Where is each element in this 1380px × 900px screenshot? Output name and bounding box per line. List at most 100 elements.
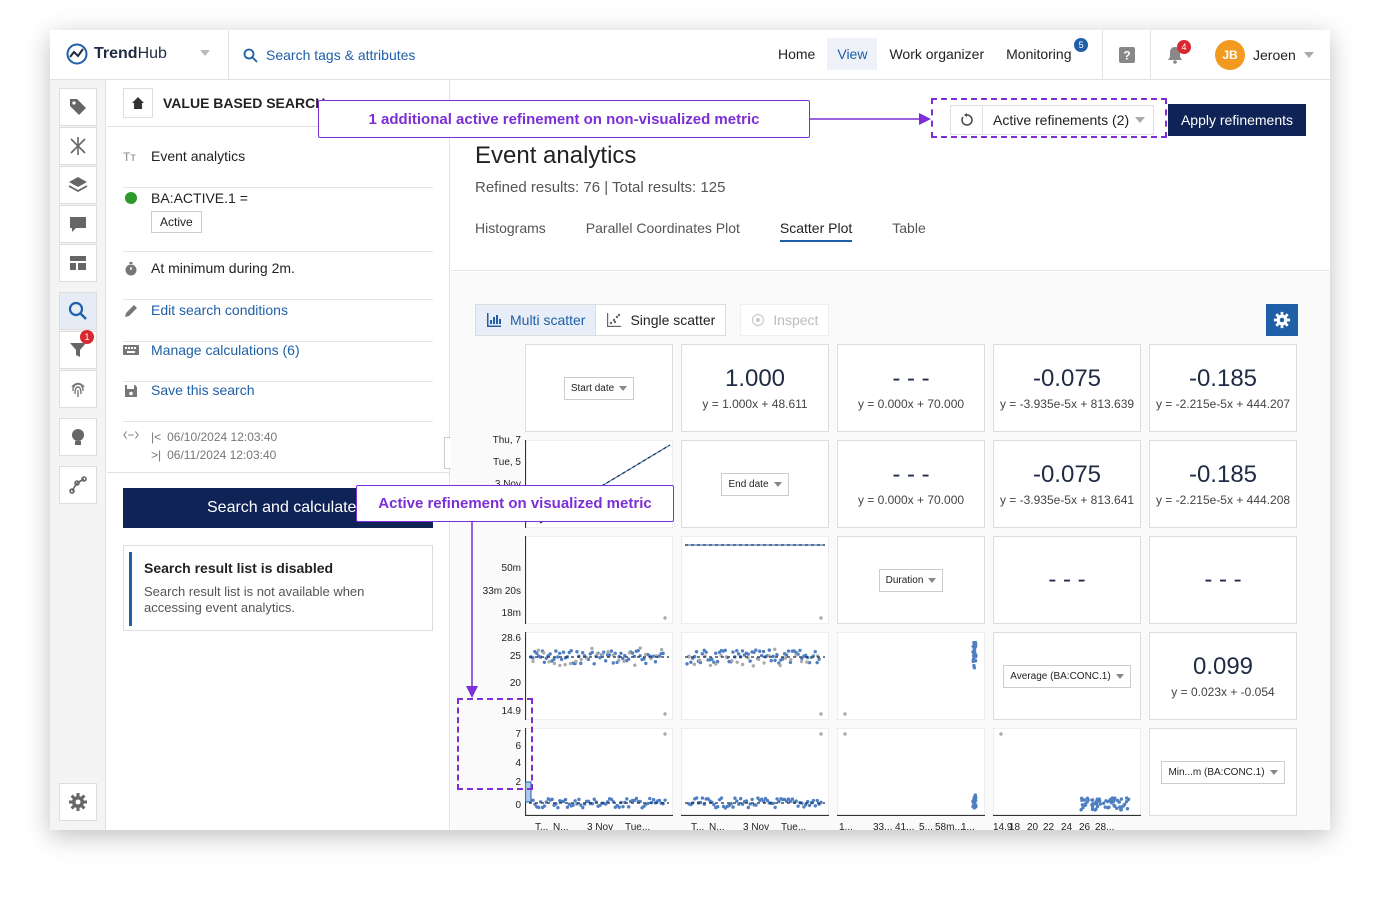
rail-settings-button[interactable] xyxy=(59,783,97,821)
rail-search-button[interactable] xyxy=(59,292,97,330)
inspect-label: Inspect xyxy=(773,312,819,328)
data-point xyxy=(552,657,556,661)
correlation-cell: - - - y = 0.000x + 70.000 xyxy=(837,344,985,432)
scatter-plot[interactable] xyxy=(524,631,674,721)
rail-fingerprint-button[interactable] xyxy=(59,370,97,408)
edit-conditions-row[interactable]: Edit search conditions xyxy=(123,302,433,342)
active-refinements-button[interactable]: Active refinements (2) xyxy=(950,105,1154,135)
app-window: TrendHub Search tags & attributes Home V… xyxy=(50,30,1330,830)
variable-cell[interactable]: Min...m (BA:CONC.1) xyxy=(1149,728,1297,816)
data-point xyxy=(627,805,631,809)
data-point xyxy=(819,712,823,716)
save-search-link[interactable]: Save this search xyxy=(151,382,255,398)
data-point xyxy=(1119,797,1124,801)
scatter-cell[interactable] xyxy=(680,631,830,721)
rail-tags-button[interactable] xyxy=(59,88,97,126)
tab-histograms[interactable]: Histograms xyxy=(475,220,546,236)
rail-filter-button[interactable]: 1 xyxy=(59,330,97,369)
rail-layers-button[interactable] xyxy=(59,166,97,204)
manage-calculations-row[interactable]: Manage calculations (6) xyxy=(123,342,433,382)
scatter-cell[interactable] xyxy=(680,727,830,817)
rail-dashboard-button[interactable] xyxy=(59,244,97,282)
scatter-plot[interactable] xyxy=(836,727,986,817)
tab-parallel-coordinates[interactable]: Parallel Coordinates Plot xyxy=(585,220,740,236)
scatter-cell[interactable] xyxy=(524,631,674,721)
correlation-cell: - - - xyxy=(1149,536,1297,624)
rail-graph-button[interactable] xyxy=(59,466,97,504)
rail-pattern-button[interactable] xyxy=(59,127,97,165)
data-point xyxy=(759,653,764,658)
scatter-cell[interactable] xyxy=(524,535,674,625)
variable-cell[interactable]: Duration xyxy=(837,536,985,624)
data-point xyxy=(625,797,629,801)
data-point xyxy=(1103,805,1107,809)
scatter-plot[interactable] xyxy=(992,727,1142,817)
chart-settings-button[interactable] xyxy=(1266,304,1298,336)
data-point xyxy=(736,652,741,656)
variable-select[interactable]: End date xyxy=(721,472,789,496)
data-point xyxy=(619,651,623,656)
variable-cell[interactable]: End date xyxy=(681,440,829,528)
reset-refinements-button[interactable] xyxy=(951,106,983,134)
data-point xyxy=(565,805,570,809)
data-point xyxy=(685,662,689,666)
apply-refinements-button[interactable]: Apply refinements xyxy=(1168,104,1306,136)
variable-select[interactable]: Average (BA:CONC.1) xyxy=(1003,664,1131,688)
help-button[interactable]: ? xyxy=(1102,30,1150,80)
manage-calculations-link[interactable]: Manage calculations (6) xyxy=(151,342,300,358)
nav-work-organizer[interactable]: Work organizer xyxy=(889,46,985,62)
scatter-plot[interactable] xyxy=(518,727,674,817)
variable-select[interactable]: Min...m (BA:CONC.1) xyxy=(1161,760,1285,784)
date-from-value: 06/10/2024 12:03:40 xyxy=(167,430,278,444)
notifications-button[interactable]: 4 xyxy=(1150,30,1198,80)
scatter-cell[interactable] xyxy=(518,727,674,817)
x-tick-label: N... xyxy=(553,822,569,830)
data-point xyxy=(626,657,631,661)
scatter-cell[interactable] xyxy=(836,727,986,817)
data-point xyxy=(773,658,777,663)
scatter-plot[interactable] xyxy=(680,727,830,817)
data-point xyxy=(559,657,564,662)
gear-icon xyxy=(69,793,87,811)
variable-cell[interactable]: Average (BA:CONC.1) xyxy=(993,632,1141,720)
variable-select[interactable]: Start date xyxy=(563,376,635,400)
nav-home[interactable]: Home xyxy=(778,46,816,62)
save-search-row[interactable]: Save this search xyxy=(123,382,433,422)
scatter-plot[interactable] xyxy=(680,631,830,721)
nav-view[interactable]: View xyxy=(827,38,878,70)
inspect-button[interactable]: Inspect xyxy=(740,304,830,336)
home-icon xyxy=(132,97,144,109)
search-tags-button[interactable]: Search tags & attributes xyxy=(228,30,415,80)
annotation-non-visualized-refinement: 1 additional active refinement on non-vi… xyxy=(318,100,810,138)
filter-icon xyxy=(70,343,86,357)
scatter-plot[interactable] xyxy=(836,631,986,721)
scatter-plot[interactable] xyxy=(680,535,830,625)
date-to-value: 06/11/2024 12:03:40 xyxy=(167,448,277,462)
data-point xyxy=(621,804,625,809)
scatter-cell[interactable] xyxy=(836,631,986,721)
date-range-row[interactable]: |< 06/10/2024 12:03:40 >| 06/11/2024 12:03… xyxy=(123,422,433,472)
nav-monitoring[interactable]: Monitoring 5 xyxy=(996,38,1089,70)
panel-home-button[interactable] xyxy=(123,88,153,118)
scatter-plot[interactable] xyxy=(524,535,674,625)
tab-scatter-plot[interactable]: Scatter Plot xyxy=(779,220,853,242)
data-point xyxy=(651,797,656,802)
scatter-cell[interactable] xyxy=(992,727,1142,817)
rail-comments-button[interactable] xyxy=(59,205,97,243)
tab-table[interactable]: Table xyxy=(892,220,926,236)
condition-row[interactable]: BA:ACTIVE.1 = Active xyxy=(123,190,433,252)
variable-cell[interactable]: Start date xyxy=(525,344,673,432)
user-menu[interactable]: JB Jeroen xyxy=(1215,40,1314,70)
multi-scatter-button[interactable]: Multi scatter xyxy=(475,304,597,336)
edit-conditions-link[interactable]: Edit search conditions xyxy=(151,302,288,318)
variable-select[interactable]: Duration xyxy=(878,568,944,592)
app-switch-chevron-down-icon[interactable] xyxy=(200,50,210,56)
rail-insights-button[interactable] xyxy=(59,418,97,456)
notifications-badge: 4 xyxy=(1177,40,1191,54)
trendhub-logo[interactable]: TrendHub xyxy=(66,43,167,65)
data-point xyxy=(607,653,612,657)
single-scatter-button[interactable]: Single scatter xyxy=(596,304,727,336)
scatter-cell[interactable] xyxy=(680,535,830,625)
data-point xyxy=(730,658,734,663)
data-point xyxy=(556,805,560,810)
